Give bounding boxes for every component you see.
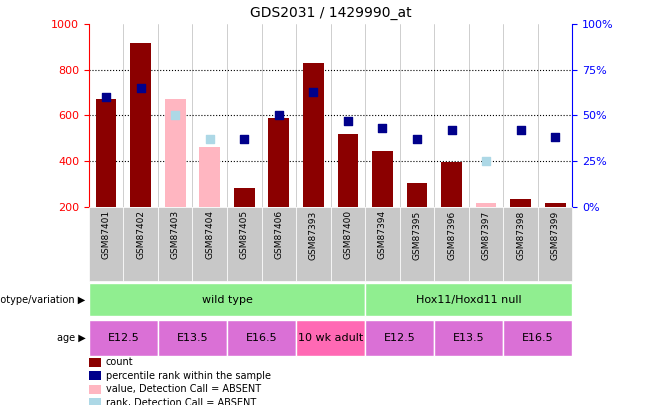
Text: E16.5: E16.5 (245, 333, 278, 343)
Bar (330, 207, 365, 281)
Bar (199, 147, 220, 207)
Text: E12.5: E12.5 (107, 333, 139, 343)
Bar (365, 284, 572, 316)
Text: value, Detection Call = ABSENT: value, Detection Call = ABSENT (106, 384, 261, 394)
Text: count: count (106, 358, 134, 367)
Bar (124, 207, 158, 281)
Point (308, 89, 318, 95)
Bar (503, 320, 572, 356)
Text: 10 wk adult: 10 wk adult (298, 333, 363, 343)
Bar (158, 207, 192, 281)
Point (136, 85, 146, 91)
Point (481, 158, 492, 164)
Point (446, 127, 457, 133)
Bar (365, 207, 400, 281)
Point (377, 125, 388, 131)
Bar (468, 207, 503, 281)
Bar (545, 203, 565, 207)
Bar (227, 207, 262, 281)
Text: GSM87405: GSM87405 (240, 210, 249, 260)
Text: GSM87394: GSM87394 (378, 210, 387, 260)
Text: GSM87402: GSM87402 (136, 210, 145, 259)
Title: GDS2031 / 1429990_at: GDS2031 / 1429990_at (250, 6, 411, 21)
Point (550, 134, 561, 141)
Text: E13.5: E13.5 (176, 333, 209, 343)
Text: GSM87399: GSM87399 (551, 210, 560, 260)
Text: GSM87398: GSM87398 (516, 210, 525, 260)
Bar (192, 207, 227, 281)
Bar (164, 100, 186, 207)
Point (343, 118, 353, 124)
Text: Hox11/Hoxd11 null: Hox11/Hoxd11 null (416, 295, 522, 305)
Bar (262, 207, 296, 281)
Bar (89, 207, 124, 281)
Bar (158, 320, 227, 356)
Text: E13.5: E13.5 (453, 333, 485, 343)
Point (274, 112, 284, 119)
Bar (503, 207, 538, 281)
Point (412, 136, 422, 143)
Bar (296, 320, 365, 356)
Bar (89, 320, 158, 356)
Bar (89, 284, 365, 316)
Bar (338, 134, 358, 207)
Bar (234, 188, 255, 207)
Point (101, 94, 111, 100)
Bar (303, 63, 324, 207)
Bar (476, 203, 496, 207)
Text: GSM87393: GSM87393 (309, 210, 318, 260)
Text: GSM87404: GSM87404 (205, 210, 215, 259)
Text: genotype/variation ▶: genotype/variation ▶ (0, 295, 86, 305)
Bar (227, 320, 296, 356)
Bar (130, 43, 151, 207)
Bar (434, 207, 468, 281)
Point (205, 136, 215, 143)
Bar (96, 100, 116, 207)
Text: age ▶: age ▶ (57, 333, 86, 343)
Point (515, 127, 526, 133)
Text: GSM87400: GSM87400 (343, 210, 353, 260)
Bar (365, 320, 434, 356)
Bar (510, 198, 531, 207)
Bar (407, 183, 427, 207)
Point (170, 112, 180, 119)
Bar (372, 151, 393, 207)
Text: GSM87397: GSM87397 (482, 210, 491, 260)
Bar (434, 320, 503, 356)
Bar (441, 162, 462, 207)
Text: rank, Detection Call = ABSENT: rank, Detection Call = ABSENT (106, 398, 256, 405)
Text: GSM87403: GSM87403 (170, 210, 180, 260)
Text: E16.5: E16.5 (522, 333, 554, 343)
Bar (538, 207, 572, 281)
Text: GSM87406: GSM87406 (274, 210, 284, 260)
Bar (296, 207, 330, 281)
Point (239, 136, 249, 143)
Text: wild type: wild type (201, 295, 253, 305)
Bar (399, 207, 434, 281)
Bar (268, 118, 289, 207)
Text: GSM87395: GSM87395 (413, 210, 422, 260)
Text: GSM87401: GSM87401 (101, 210, 111, 260)
Text: percentile rank within the sample: percentile rank within the sample (106, 371, 271, 381)
Text: E12.5: E12.5 (384, 333, 416, 343)
Text: GSM87396: GSM87396 (447, 210, 456, 260)
